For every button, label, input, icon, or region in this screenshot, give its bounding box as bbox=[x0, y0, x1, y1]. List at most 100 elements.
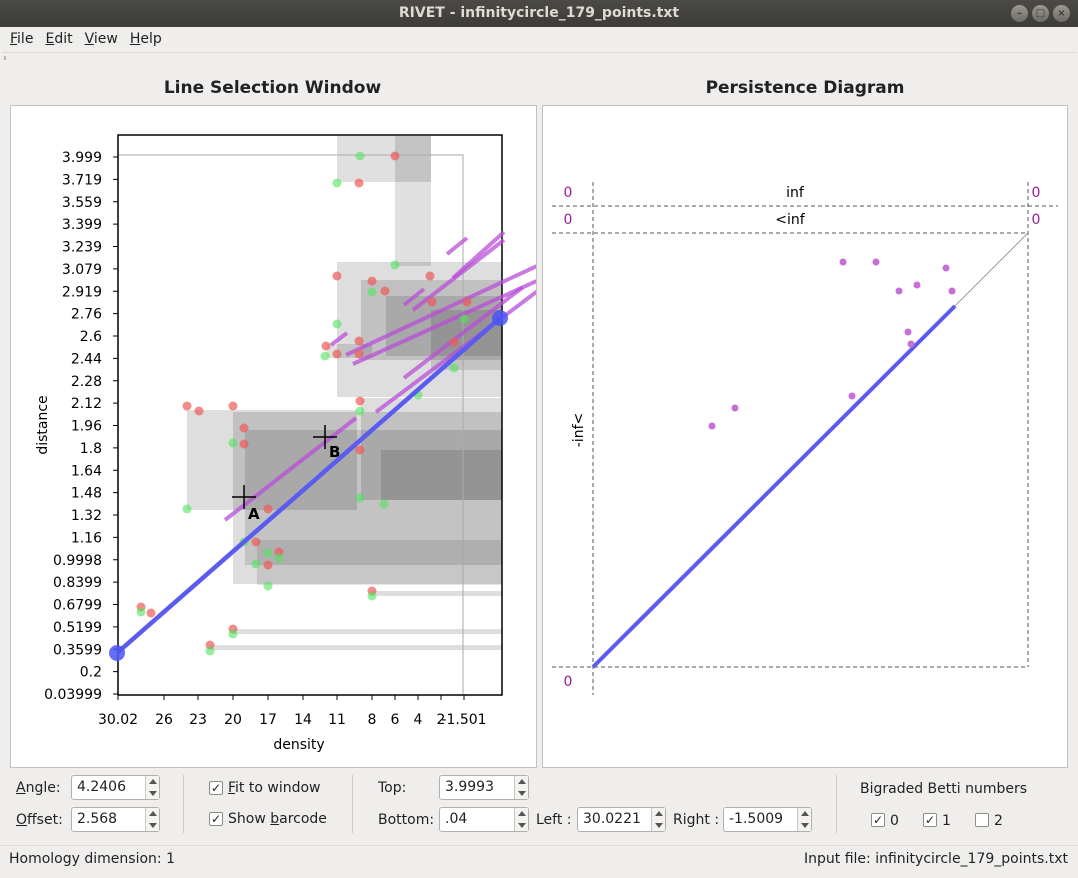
y-tick-label: 1.48 bbox=[71, 486, 102, 502]
y-axis-ticks: 3.999 3.719 3.559 3.399 3.239 3.079 2.919 2.76 2… bbox=[44, 150, 118, 703]
betti-point-xi0 bbox=[367, 287, 377, 297]
persistence-canvas[interactable]: inf <inf -inf< 0 0 0 0 0 bbox=[543, 106, 1067, 767]
betti-1-label[interactable]: 1 bbox=[942, 813, 951, 829]
betti-1-checkbox[interactable]: ✓ bbox=[923, 813, 937, 827]
y-tick-label: 2.6 bbox=[80, 329, 102, 345]
crosshair-a[interactable] bbox=[232, 485, 256, 509]
persistence-point[interactable] bbox=[708, 422, 716, 430]
bottom-spin-arrows[interactable] bbox=[514, 808, 528, 831]
left-spinbox[interactable]: 30.0221 bbox=[577, 807, 666, 832]
left-spin-arrows[interactable] bbox=[651, 808, 665, 831]
separator bbox=[836, 775, 837, 833]
menu-view[interactable]: View bbox=[79, 31, 124, 47]
offset-spinbox[interactable]: 2.568 bbox=[71, 807, 160, 832]
angle-spin-arrows[interactable] bbox=[145, 776, 159, 799]
toolbar-grip[interactable] bbox=[2, 52, 1076, 62]
betti-point-xi1 bbox=[390, 151, 400, 161]
line-selection-window[interactable]: 3.999 3.719 3.559 3.399 3.239 3.079 2.919 2.76 2… bbox=[10, 105, 537, 768]
line-selection-canvas[interactable]: 3.999 3.719 3.559 3.399 3.239 3.079 2.919 2.76 2… bbox=[11, 106, 536, 767]
fit-label-text: it to window bbox=[235, 780, 321, 796]
bar bbox=[445, 236, 469, 256]
persistence-point[interactable] bbox=[731, 404, 739, 412]
betti-point-xi1 bbox=[228, 401, 238, 411]
region bbox=[337, 262, 502, 397]
y-tick-label: 1.96 bbox=[71, 419, 102, 435]
persistence-point[interactable] bbox=[907, 340, 915, 348]
persistence-point[interactable] bbox=[848, 392, 856, 400]
betti-point-xi1 bbox=[251, 537, 261, 547]
persistence-point[interactable] bbox=[839, 258, 847, 266]
persistence-point[interactable] bbox=[904, 328, 912, 336]
y-tick-label: 2.12 bbox=[71, 396, 102, 412]
inf-label: inf bbox=[786, 185, 805, 201]
show-barcode-label[interactable]: Show barcode bbox=[228, 811, 327, 827]
persistence-point[interactable] bbox=[913, 281, 921, 289]
line-handle-left[interactable] bbox=[109, 645, 125, 661]
crosshair-b[interactable] bbox=[313, 425, 337, 449]
x-tick-label: 8 bbox=[368, 712, 377, 728]
betti-point-xi1 bbox=[354, 349, 364, 359]
offset-value: 2.568 bbox=[77, 811, 118, 827]
betti-point-xi1 bbox=[321, 341, 331, 351]
top-spin-arrows[interactable] bbox=[514, 776, 528, 799]
maximize-button[interactable]: □ bbox=[1032, 5, 1049, 22]
bounds-guide bbox=[118, 154, 464, 694]
menubar: File Edit View Help bbox=[0, 27, 1078, 51]
betti-point-xi0 bbox=[332, 178, 342, 188]
show-barcode-checkbox[interactable]: ✓ bbox=[209, 812, 223, 826]
betti-0-checkbox[interactable]: ✓ bbox=[871, 813, 885, 827]
persistence-diagram-window[interactable]: inf <inf -inf< 0 0 0 0 0 bbox=[542, 105, 1068, 768]
bottom-spinbox[interactable]: .04 bbox=[439, 807, 529, 832]
persistence-points bbox=[708, 258, 956, 430]
x-tick-label: 2 bbox=[437, 712, 446, 728]
right-spinbox[interactable]: -1.5009 bbox=[723, 807, 812, 832]
bar bbox=[329, 331, 349, 347]
menu-help-label: elp bbox=[140, 31, 162, 47]
betti-point-xi1 bbox=[355, 445, 365, 455]
region bbox=[257, 540, 502, 585]
x-tick-label: 14 bbox=[294, 712, 312, 728]
offset-label-mnemonic: O bbox=[16, 812, 28, 828]
menu-edit[interactable]: Edit bbox=[39, 31, 78, 47]
right-value: -1.5009 bbox=[729, 811, 784, 827]
betti-point-xi0 bbox=[367, 591, 377, 601]
bar bbox=[451, 230, 506, 280]
offset-spin-arrows[interactable] bbox=[145, 808, 159, 831]
window-buttons: – □ × bbox=[1011, 5, 1070, 22]
persistence-point[interactable] bbox=[942, 264, 950, 272]
x-tick-label: 17 bbox=[259, 712, 277, 728]
menu-file-label: ile bbox=[17, 31, 34, 47]
betti-2-label[interactable]: 2 bbox=[994, 813, 1003, 829]
selected-line[interactable] bbox=[115, 316, 502, 655]
betti-0-label[interactable]: 0 bbox=[890, 813, 899, 829]
offset-label-text: ffset: bbox=[27, 812, 63, 828]
line-handle-right[interactable] bbox=[492, 310, 508, 326]
region bbox=[209, 645, 502, 650]
y-tick-label: 1.64 bbox=[71, 463, 102, 479]
fit-to-window-label[interactable]: Fit to window bbox=[228, 780, 321, 796]
persistence-point[interactable] bbox=[872, 258, 880, 266]
menu-view-label: iew bbox=[93, 31, 118, 47]
bottom-label: Bottom: bbox=[378, 812, 435, 828]
x-axis-ticks: 30.02 26 23 20 17 14 11 8 6 4 2-1.501 bbox=[98, 695, 487, 728]
betti-point-xi0 bbox=[263, 548, 273, 558]
betti-2-checkbox[interactable] bbox=[975, 813, 989, 827]
y-tick-label: 3.399 bbox=[62, 217, 102, 233]
persistence-point[interactable] bbox=[948, 287, 956, 295]
betti-point-xi1 bbox=[462, 297, 472, 307]
right-spin-arrows[interactable] bbox=[797, 808, 811, 831]
betti-point-xi1 bbox=[263, 504, 273, 514]
fit-to-window-checkbox[interactable]: ✓ bbox=[209, 781, 223, 795]
top-spinbox[interactable]: 3.9993 bbox=[439, 775, 529, 800]
betti-point-xi1 bbox=[146, 608, 156, 618]
crosshair-a-label: A bbox=[248, 505, 260, 523]
minimize-button[interactable]: – bbox=[1011, 5, 1028, 22]
angle-spinbox[interactable]: 4.2406 bbox=[71, 775, 160, 800]
persistence-point[interactable] bbox=[895, 287, 903, 295]
barcode-label-pre: Show bbox=[228, 811, 271, 827]
menu-help[interactable]: Help bbox=[124, 31, 168, 47]
region bbox=[187, 410, 357, 510]
neg-inf-label: -inf< bbox=[571, 413, 587, 447]
menu-file[interactable]: File bbox=[4, 31, 39, 47]
close-button[interactable]: × bbox=[1053, 5, 1070, 22]
